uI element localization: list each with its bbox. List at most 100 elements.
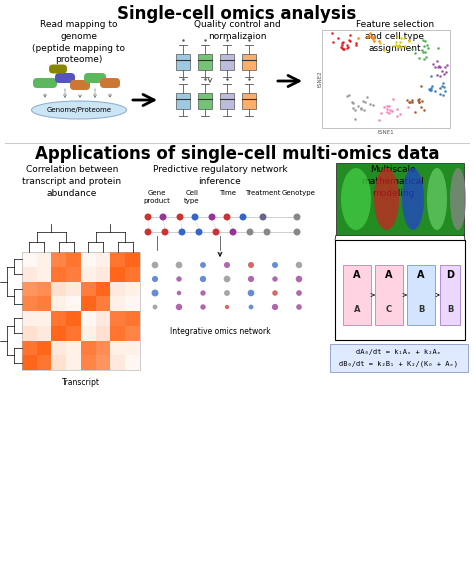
- Circle shape: [224, 214, 230, 220]
- Bar: [125, 311, 140, 326]
- Bar: [125, 296, 140, 311]
- Circle shape: [224, 276, 230, 282]
- FancyBboxPatch shape: [70, 80, 90, 90]
- Text: Multiscale
mathematical
modeling: Multiscale mathematical modeling: [362, 165, 424, 198]
- Bar: [81, 281, 96, 296]
- Circle shape: [209, 214, 216, 220]
- Bar: [52, 296, 66, 311]
- Bar: [37, 341, 52, 355]
- Bar: [96, 311, 110, 326]
- Text: Feature selection
and cell type
assignment: Feature selection and cell type assignme…: [356, 20, 434, 53]
- Circle shape: [152, 276, 158, 282]
- Bar: [110, 355, 125, 370]
- Text: tSNE1: tSNE1: [378, 130, 394, 135]
- Ellipse shape: [341, 168, 371, 230]
- Bar: [220, 54, 234, 70]
- Bar: [343, 265, 371, 325]
- Text: Applications of single-cell multi-omics data: Applications of single-cell multi-omics …: [35, 145, 439, 163]
- Circle shape: [152, 289, 158, 297]
- Bar: [242, 93, 256, 109]
- Bar: [81, 311, 96, 326]
- FancyBboxPatch shape: [33, 78, 57, 88]
- Circle shape: [296, 304, 302, 310]
- Bar: [37, 281, 52, 296]
- Circle shape: [293, 228, 301, 236]
- Text: Predictive regulatory network
inference: Predictive regulatory network inference: [153, 165, 287, 186]
- Bar: [81, 326, 96, 341]
- FancyBboxPatch shape: [84, 73, 106, 83]
- Circle shape: [272, 290, 278, 295]
- Bar: [176, 54, 190, 70]
- Circle shape: [179, 228, 185, 236]
- Bar: [96, 355, 110, 370]
- Text: Cell
type: Cell type: [184, 190, 200, 203]
- Circle shape: [176, 214, 183, 220]
- Bar: [110, 267, 125, 281]
- Text: Genome/Proteome: Genome/Proteome: [46, 107, 111, 113]
- Text: A: A: [417, 270, 425, 280]
- Bar: [110, 252, 125, 267]
- Text: tSNE2: tSNE2: [318, 71, 322, 88]
- Bar: [125, 252, 140, 267]
- Bar: [22, 311, 37, 326]
- Circle shape: [176, 304, 182, 310]
- Text: Read mapping to
genome
(peptide mapping to
proteome): Read mapping to genome (peptide mapping …: [33, 20, 126, 64]
- Bar: [176, 93, 190, 109]
- Bar: [37, 267, 52, 281]
- Bar: [66, 311, 81, 326]
- Bar: [322, 30, 450, 128]
- Circle shape: [200, 276, 206, 282]
- Text: Single-cell omics analysis: Single-cell omics analysis: [118, 5, 356, 23]
- Bar: [52, 281, 66, 296]
- Circle shape: [200, 262, 206, 268]
- Text: Treatment: Treatment: [245, 190, 281, 196]
- Bar: [81, 252, 96, 267]
- Circle shape: [248, 290, 255, 296]
- Bar: [52, 311, 66, 326]
- Bar: [66, 326, 81, 341]
- Circle shape: [272, 262, 278, 268]
- Bar: [198, 93, 212, 109]
- Circle shape: [176, 276, 182, 282]
- Bar: [110, 341, 125, 355]
- Bar: [66, 296, 81, 311]
- Circle shape: [176, 262, 182, 268]
- Text: C: C: [386, 306, 392, 315]
- Bar: [440, 265, 460, 325]
- Bar: [52, 341, 66, 355]
- Circle shape: [162, 228, 168, 236]
- Circle shape: [224, 290, 230, 296]
- Circle shape: [177, 291, 181, 295]
- Bar: [81, 267, 96, 281]
- Circle shape: [248, 305, 254, 310]
- Circle shape: [212, 228, 219, 236]
- Bar: [110, 281, 125, 296]
- Bar: [37, 311, 52, 326]
- Text: Quality control and
normalizaion: Quality control and normalizaion: [193, 20, 281, 41]
- Circle shape: [195, 228, 202, 236]
- Circle shape: [293, 214, 301, 220]
- Circle shape: [272, 304, 278, 310]
- Circle shape: [248, 276, 254, 282]
- Bar: [66, 267, 81, 281]
- Circle shape: [145, 214, 152, 220]
- Bar: [407, 265, 435, 325]
- Bar: [66, 281, 81, 296]
- Text: B: B: [418, 306, 424, 315]
- Text: Integrative omics network: Integrative omics network: [170, 327, 270, 336]
- Circle shape: [239, 214, 246, 220]
- Circle shape: [272, 276, 278, 282]
- Bar: [81, 355, 96, 370]
- Bar: [110, 296, 125, 311]
- Circle shape: [259, 214, 266, 220]
- Bar: [96, 326, 110, 341]
- Text: dA₀/dt = k₁Aₓ + k₂Aₑ: dA₀/dt = k₁Aₓ + k₂Aₑ: [356, 349, 441, 355]
- Text: Genotype: Genotype: [282, 190, 316, 196]
- Circle shape: [224, 262, 230, 268]
- Text: A: A: [353, 270, 361, 280]
- Text: Gene
product: Gene product: [144, 190, 171, 203]
- Bar: [37, 296, 52, 311]
- Bar: [22, 355, 37, 370]
- Text: A: A: [354, 306, 360, 315]
- Bar: [22, 267, 37, 281]
